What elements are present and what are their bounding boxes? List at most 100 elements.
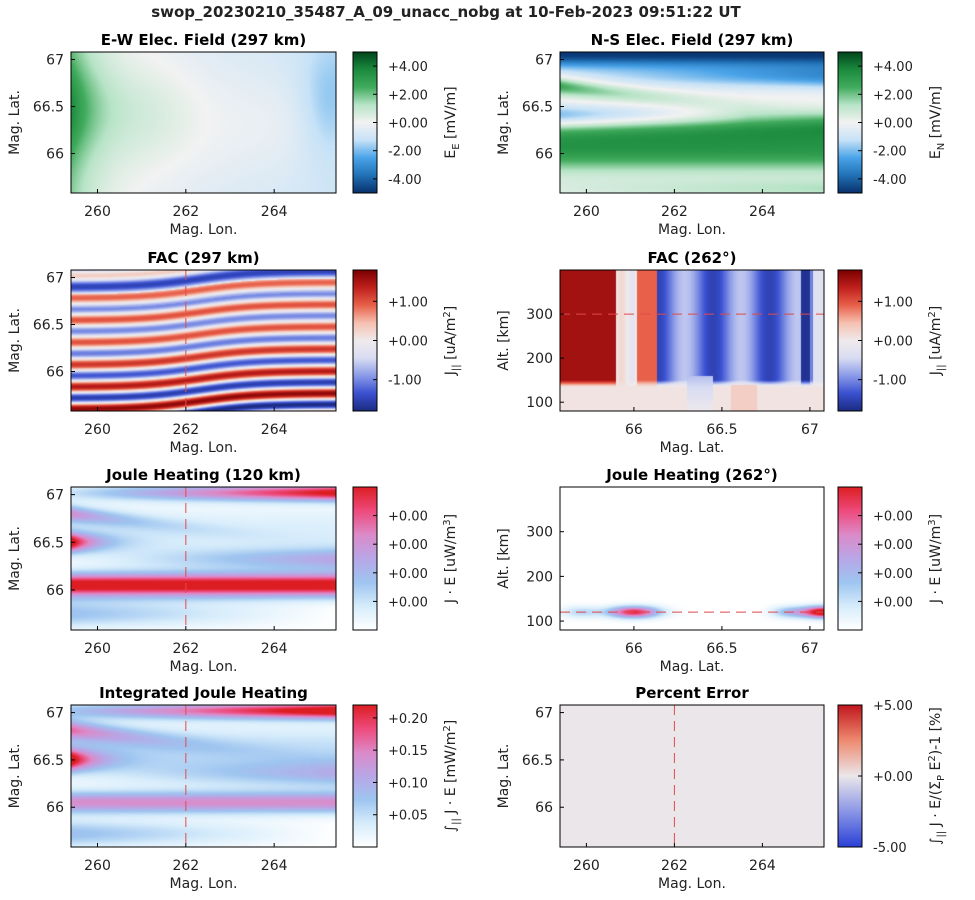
- panel-title-ns: N-S Elec. Field (297 km): [591, 31, 794, 49]
- y-tick-label: 66.5: [33, 318, 64, 334]
- colorbar-label-part: J: [928, 371, 944, 376]
- x-axis-label: Mag. Lat.: [660, 440, 725, 456]
- colorbar-tick-label: -2.00: [873, 145, 907, 160]
- colorbar-label-part: ||: [451, 818, 462, 825]
- x-axis-label: Mag. Lat.: [660, 659, 725, 675]
- colorbar-tick-label: +2.00: [873, 88, 913, 103]
- colorbar-tick-label: +0.00: [873, 567, 913, 582]
- y-tick-label: 300: [526, 525, 553, 541]
- heatmap-perr: [560, 705, 824, 847]
- y-axis-label: Mag. Lat.: [7, 744, 23, 809]
- y-tick-label: 66: [535, 147, 553, 163]
- x-tick-label: 262: [661, 204, 688, 220]
- colorbar-label-facalt: J|| [uA/m2]: [927, 306, 947, 376]
- colorbar-label-part: J · E [mW/m: [443, 732, 459, 819]
- colorbar-label-part: [mV/m]: [443, 86, 459, 143]
- y-tick-label: 67: [535, 53, 553, 69]
- colorbar-label-part: ∫: [928, 838, 944, 845]
- y-axis-label: Mag. Lat.: [7, 308, 23, 373]
- colorbar-label-part: ||: [936, 831, 947, 838]
- plot-frame-ijh: [70, 704, 337, 848]
- colorbar-tick-label: +0.05: [388, 809, 428, 824]
- plot-frame-ns: [559, 51, 825, 194]
- x-tick-label: 260: [84, 204, 111, 220]
- x-tick-label: 262: [661, 858, 688, 874]
- colorbar-tick-label: +0.00: [873, 770, 913, 785]
- x-tick-label: 264: [261, 858, 288, 874]
- colorbar-label-part: 2: [442, 311, 453, 317]
- x-tick-label: 262: [172, 858, 199, 874]
- colorbar-tick-label: +0.00: [873, 117, 913, 132]
- panel-title-ew: E-W Elec. Field (297 km): [101, 31, 306, 49]
- heatmap-ijh: [71, 705, 336, 847]
- y-tick-label: 100: [526, 614, 553, 630]
- colorbar-label-part: ]: [443, 306, 459, 311]
- colorbar-label-fac: J|| [uA/m2]: [442, 306, 462, 376]
- y-axis-label: Mag. Lat.: [7, 526, 23, 591]
- colorbar-label-part: J · E/(Σ: [928, 781, 944, 831]
- y-tick-label: 300: [526, 307, 553, 323]
- y-tick-label: 200: [526, 351, 553, 367]
- x-tick-label: 264: [261, 641, 288, 657]
- y-tick-label: 200: [526, 569, 553, 585]
- x-tick-label: 260: [573, 858, 600, 874]
- heatmap-fac: [71, 270, 336, 411]
- panel-title-ijh: Integrated Joule Heating: [99, 684, 308, 702]
- y-tick-label: 100: [526, 395, 553, 411]
- colorbar-tick-label: -4.00: [388, 173, 422, 188]
- x-tick-label: 260: [84, 641, 111, 657]
- colorbar-tick-label: +5.00: [873, 699, 913, 714]
- panel-title-jhalt: Joule Heating (262°): [605, 466, 777, 484]
- heatmap-jhalt: [560, 487, 824, 630]
- colorbar-label-part: ||: [451, 364, 462, 371]
- x-tick-label: 262: [172, 422, 199, 438]
- panel-title-facalt: FAC (262°): [648, 249, 737, 267]
- colorbar-tick-label: +4.00: [388, 60, 428, 75]
- x-axis-label: Mag. Lon.: [658, 222, 726, 238]
- colorbar-label-part: E: [451, 143, 462, 149]
- heatmap-ns: [560, 52, 824, 193]
- colorbar-label-part: 2: [927, 755, 938, 761]
- x-tick-label: 260: [84, 858, 111, 874]
- y-tick-label: 66: [535, 800, 553, 816]
- colorbar-tick-label: -4.00: [873, 173, 907, 188]
- colorbar-tick-label: +1.00: [873, 295, 913, 310]
- colorbar-jh: [352, 486, 378, 631]
- colorbar-label-ijh: ∫|| J · E [mW/m2]: [442, 720, 462, 832]
- colorbar-tick-label: +0.00: [388, 567, 428, 582]
- colorbar-label-part: 3: [442, 519, 453, 525]
- plot-frame-jh: [70, 486, 337, 631]
- x-tick-label: 264: [261, 422, 288, 438]
- y-tick-label: 67: [46, 53, 64, 69]
- panel-ns: N-S Elec. Field (297 km) 260 262 264 66 66.5 6…: [496, 31, 947, 238]
- x-tick-label: 260: [84, 422, 111, 438]
- colorbar-label-perr: ∫|| J · E/(ΣP E2)-1 [%]: [927, 707, 947, 845]
- colorbar-tick-label: +0.00: [873, 595, 913, 610]
- colorbar-tick-label: +0.10: [388, 776, 428, 791]
- y-axis-label: Alt. [km]: [496, 528, 512, 589]
- x-tick-label: 262: [172, 204, 199, 220]
- plot-frame-fac: [70, 269, 337, 412]
- colorbar-label-part: E: [443, 150, 459, 159]
- y-tick-label: 67: [535, 706, 553, 722]
- y-tick-label: 66: [46, 583, 64, 599]
- y-axis-label: Mag. Lat.: [496, 744, 512, 809]
- colorbar-tick-label: +0.20: [388, 712, 428, 727]
- colorbar-tick-label: +0.00: [873, 538, 913, 553]
- colorbar-label-part: [mV/m]: [928, 86, 944, 143]
- colorbar-label-part: [uA/m: [928, 318, 944, 365]
- plot-frame-ew: [70, 51, 337, 194]
- panel-fac: FAC (297 km) 260 262 264 66 66.5 67 Mag. Lon. Ma…: [7, 249, 462, 456]
- colorbar-label-part: [uA/m: [443, 318, 459, 365]
- x-tick-label: 66.5: [706, 641, 737, 657]
- panel-title-perr: Percent Error: [635, 684, 749, 702]
- colorbar-tick-label: +0.00: [873, 335, 913, 350]
- colorbar-jhalt: [837, 486, 863, 631]
- colorbar-label-part: E: [928, 762, 944, 775]
- panel-ijh: Integrated Joule Heating 260 262 264 66 66.5 6…: [7, 684, 462, 892]
- x-tick-label: 264: [261, 204, 288, 220]
- colorbar-tick-label: -5.00: [873, 841, 907, 856]
- colorbar-tick-label: +1.00: [388, 295, 428, 310]
- colorbar-label-part: ]: [928, 306, 944, 311]
